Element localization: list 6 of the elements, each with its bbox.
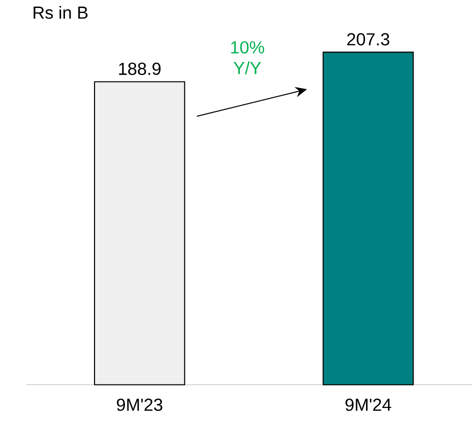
x-tick-label: 9M'23: [116, 398, 162, 412]
annotation: 10% Y/Y: [231, 41, 264, 74]
data-label: 207.3: [347, 33, 390, 46]
y-axis-title: Rs in B: [34, 6, 88, 20]
data-label: 188.9: [119, 62, 161, 76]
x-tick-label: 9M'24: [346, 398, 392, 412]
